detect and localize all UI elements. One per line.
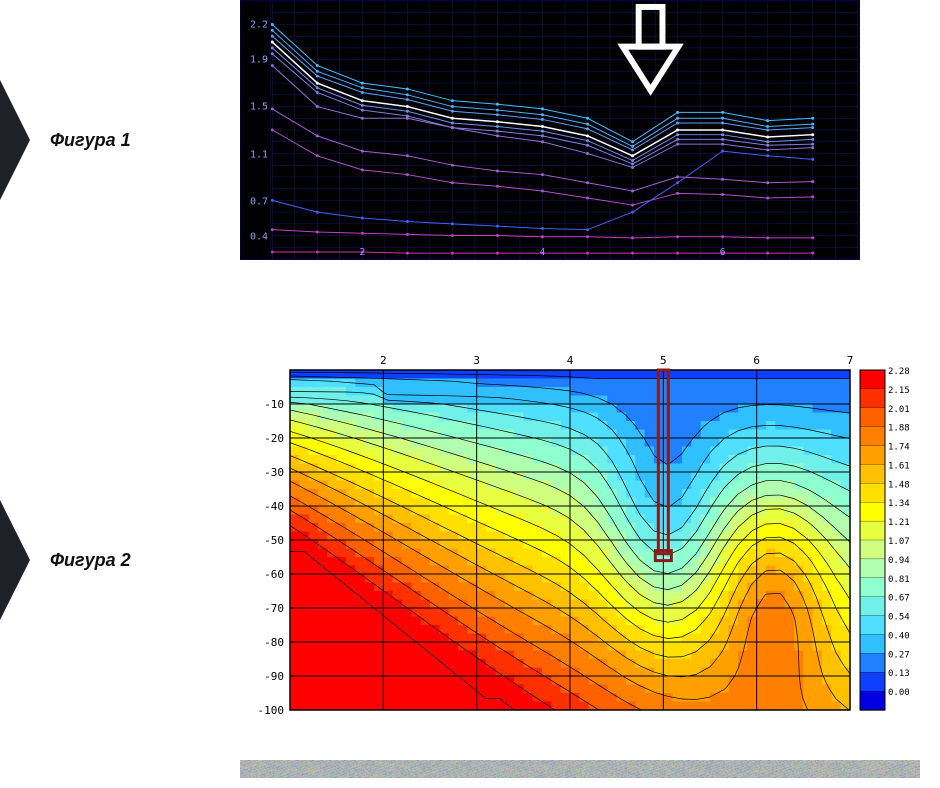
svg-text:0.54: 0.54: [888, 613, 910, 623]
svg-text:1.61: 1.61: [888, 461, 910, 471]
fig1-y-axis: 0.40.71.11.51.92.2: [241, 1, 271, 259]
svg-text:0.81: 0.81: [888, 575, 910, 585]
svg-text:0.27: 0.27: [888, 650, 910, 660]
fig1-label-block: Фигура 1: [0, 60, 131, 220]
svg-text:3: 3: [473, 354, 480, 367]
svg-text:2.15: 2.15: [888, 386, 910, 396]
svg-text:0.13: 0.13: [888, 669, 910, 679]
svg-text:2.01: 2.01: [888, 405, 910, 415]
svg-text:-90: -90: [264, 670, 284, 683]
svg-text:-40: -40: [264, 500, 284, 513]
figure-2-heatmap: 2 3 4 5 6 7 -10 -20 -30 -40 -50 -60 -70 -80 -90 -100 2.2…: [240, 350, 920, 730]
svg-text:0.94: 0.94: [888, 556, 910, 566]
svg-text:1.34: 1.34: [888, 499, 910, 509]
fig1-plot-area: 2 4 6: [271, 1, 859, 259]
hex-bullet-2: [0, 480, 30, 640]
svg-text:2: 2: [359, 247, 365, 258]
hex-bullet-1: [0, 60, 30, 220]
svg-text:1.48: 1.48: [888, 480, 910, 490]
svg-text:-20: -20: [264, 432, 284, 445]
svg-text:4: 4: [539, 247, 545, 258]
fig1-svg: 2 4 6: [271, 1, 859, 259]
svg-text:7: 7: [847, 354, 854, 367]
svg-text:-50: -50: [264, 534, 284, 547]
svg-text:-10: -10: [264, 398, 284, 411]
svg-text:1.74: 1.74: [888, 443, 910, 453]
figure-1-line-chart: 0.40.71.11.51.92.2 2 4 6: [240, 0, 860, 260]
fig2-caption: Фигура 2: [50, 550, 131, 571]
svg-text:-70: -70: [264, 602, 284, 615]
svg-text:-80: -80: [264, 636, 284, 649]
svg-text:2: 2: [380, 354, 387, 367]
svg-text:0.40: 0.40: [888, 631, 910, 641]
svg-text:1.07: 1.07: [888, 537, 910, 547]
svg-text:0.00: 0.00: [888, 688, 910, 698]
svg-text:-60: -60: [264, 568, 284, 581]
fig2-svg: 2 3 4 5 6 7 -10 -20 -30 -40 -50 -60 -70 -80 -90 -100 2.2…: [240, 350, 920, 730]
fig2-label-block: Фигура 2: [0, 480, 131, 640]
svg-text:1.88: 1.88: [888, 424, 910, 434]
svg-text:6: 6: [720, 247, 726, 258]
noise-strip: [240, 760, 920, 778]
svg-text:0.67: 0.67: [888, 594, 910, 604]
svg-text:6: 6: [753, 354, 760, 367]
svg-text:-100: -100: [258, 704, 285, 717]
svg-text:1.21: 1.21: [888, 518, 910, 528]
fig1-caption: Фигура 1: [50, 130, 131, 151]
svg-text:-30: -30: [264, 466, 284, 479]
svg-text:4: 4: [567, 354, 574, 367]
svg-text:5: 5: [660, 354, 667, 367]
svg-text:2.28: 2.28: [888, 367, 910, 377]
